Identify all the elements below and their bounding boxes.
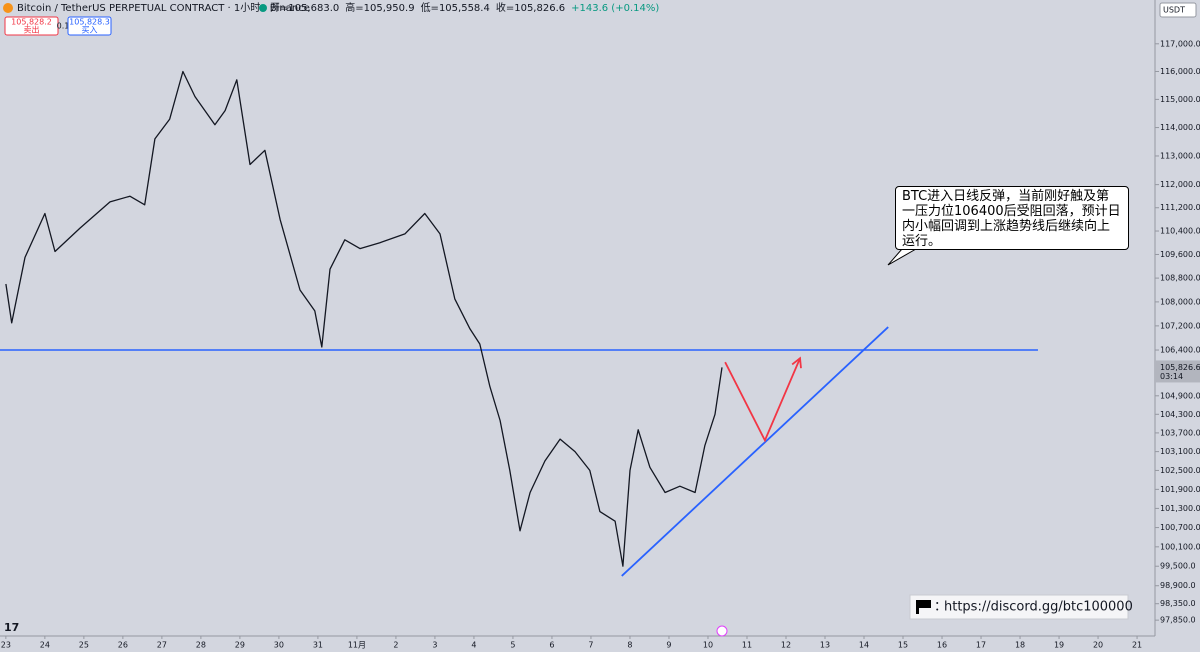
x-tick-label: 30 bbox=[274, 641, 284, 650]
y-tick-label: 99,500.0 bbox=[1160, 562, 1196, 571]
plot bbox=[0, 70, 1038, 577]
x-tick-label: 20 bbox=[1093, 641, 1103, 650]
y-tick-label: 110,400.0 bbox=[1160, 227, 1200, 236]
event-icon[interactable] bbox=[716, 625, 728, 637]
y-tick-label: 108,800.0 bbox=[1160, 274, 1200, 283]
x-tick-label: 2 bbox=[393, 641, 398, 650]
x-tick-label: 11 bbox=[742, 641, 752, 650]
trend-line bbox=[621, 326, 889, 577]
y-tick-label: 100,700.0 bbox=[1160, 523, 1200, 532]
y-tick-label: 98,350.0 bbox=[1160, 599, 1196, 608]
y-tick-label: 97,850.0 bbox=[1160, 616, 1196, 625]
x-tick-label: 9 bbox=[666, 641, 671, 650]
annotation-tail bbox=[887, 248, 917, 266]
currency-button[interactable] bbox=[1159, 2, 1197, 18]
y-tick-label: 103,700.0 bbox=[1160, 428, 1200, 437]
x-tick-label: 14 bbox=[859, 641, 869, 650]
x-tick-label: 27 bbox=[157, 641, 167, 650]
y-tick-label: 100,100.0 bbox=[1160, 542, 1200, 551]
y-tick-label: 116,000.0 bbox=[1160, 67, 1200, 76]
y-tick-label: 109,600.0 bbox=[1160, 250, 1200, 259]
x-tick-label: 11月 bbox=[348, 641, 366, 650]
symbol-icon bbox=[3, 3, 13, 13]
x-tick-label: 29 bbox=[235, 641, 245, 650]
x-tick-label: 16 bbox=[937, 641, 947, 650]
x-tick-label: 17 bbox=[976, 641, 986, 650]
x-tick-label: 26 bbox=[118, 641, 128, 650]
y-tick-label: 114,000.0 bbox=[1160, 123, 1200, 132]
link[interactable]: https://discord.gg/btc100000 bbox=[944, 600, 1133, 615]
forecast-arrow bbox=[724, 357, 801, 443]
link-box bbox=[909, 594, 1129, 620]
y-tick-label: 106,400.0 bbox=[1160, 346, 1200, 355]
y-tick-label: 102,500.0 bbox=[1160, 466, 1200, 475]
y-tick-label: 107,200.0 bbox=[1160, 321, 1200, 330]
symbol: Bitcoin / TetherUS PERPETUAL CONTRACT · … bbox=[17, 2, 310, 14]
y-tick-label: 115,000.0 bbox=[1160, 95, 1200, 104]
price-line bbox=[5, 70, 723, 567]
ohlc-value: 收=105,826.6 bbox=[496, 1, 565, 14]
ohlc-value: 低=105,558.4 bbox=[421, 1, 490, 14]
buy-label: 买入 bbox=[82, 26, 98, 35]
x-tick-label: 23 bbox=[1, 641, 11, 650]
currency: USDT bbox=[1163, 6, 1185, 15]
link-colon: ： bbox=[934, 600, 947, 615]
sell-price: 105,828.2 bbox=[11, 18, 52, 27]
x-tick-label: 25 bbox=[79, 641, 89, 650]
x-tick-label: 6 bbox=[549, 641, 554, 650]
x-tick-label: 31 bbox=[313, 641, 323, 650]
buy-button[interactable] bbox=[67, 16, 112, 36]
x-tick-label: 13 bbox=[820, 641, 830, 650]
y-tick-label: 101,900.0 bbox=[1160, 485, 1200, 494]
ohlc: 开=105,683.0 高=105,950.9 低=105,558.4 收=105,8… bbox=[270, 1, 659, 14]
y-tick-label: 108,000.0 bbox=[1160, 297, 1200, 306]
flag-pole bbox=[916, 600, 919, 614]
last-price: 105,826.6 bbox=[1160, 363, 1200, 372]
annotation-box: BTC进入日线反弹，当前刚好触及第一压力位106400后受阻回落，预计日内小幅回… bbox=[895, 186, 1129, 250]
x-tick-label: 5 bbox=[510, 641, 515, 650]
x-tick-label: 28 bbox=[196, 641, 206, 650]
y-tick-label: 101,300.0 bbox=[1160, 504, 1200, 513]
y-tick-label: 104,900.0 bbox=[1160, 391, 1200, 400]
y-tick-label: 98,900.0 bbox=[1160, 581, 1196, 590]
x-tick-label: 21 bbox=[1132, 641, 1142, 650]
x-tick-label: 8 bbox=[627, 641, 632, 650]
x-tick-label: 18 bbox=[1015, 641, 1025, 650]
x-tick-label: 12 bbox=[781, 641, 791, 650]
flag bbox=[919, 600, 931, 608]
x-tick-label: 10 bbox=[703, 641, 713, 650]
y-tick-label: 117,000.0 bbox=[1160, 39, 1200, 48]
x-tick-label: 7 bbox=[588, 641, 593, 650]
quantity: 0.1 bbox=[57, 22, 70, 31]
x-tick-label: 4 bbox=[471, 641, 476, 650]
countdown: 03:14 bbox=[1160, 372, 1183, 381]
tv-logo: 17 bbox=[4, 621, 19, 634]
y-tick-label: 113,000.0 bbox=[1160, 151, 1200, 160]
sell-label: 卖出 bbox=[24, 25, 40, 35]
y-tick-label: 112,000.0 bbox=[1160, 180, 1200, 189]
x-tick-label: 24 bbox=[40, 641, 50, 650]
y-tick-label: 111,200.0 bbox=[1160, 203, 1200, 212]
x-tick-label: 15 bbox=[898, 641, 908, 650]
ohlc-value: +143.6 (+0.14%) bbox=[571, 3, 659, 14]
x-tick-label: 3 bbox=[432, 641, 437, 650]
x-tick-label: 19 bbox=[1054, 641, 1064, 650]
y-tick-label: 104,300.0 bbox=[1160, 410, 1200, 419]
status-dot bbox=[259, 4, 267, 12]
y-tick-label: 103,100.0 bbox=[1160, 447, 1200, 456]
last-price-box bbox=[1155, 360, 1200, 383]
ohlc-value: 高=105,950.9 bbox=[345, 1, 414, 14]
sell-button[interactable] bbox=[4, 16, 59, 36]
ohlc-value: 开=105,683.0 bbox=[270, 3, 339, 14]
arrow-head bbox=[791, 356, 802, 369]
buy-price: 105,828.3 bbox=[69, 18, 110, 27]
annotation-text: BTC进入日线反弹，当前刚好触及第一压力位106400后受阻回落，预计日内小幅回… bbox=[895, 186, 1129, 250]
